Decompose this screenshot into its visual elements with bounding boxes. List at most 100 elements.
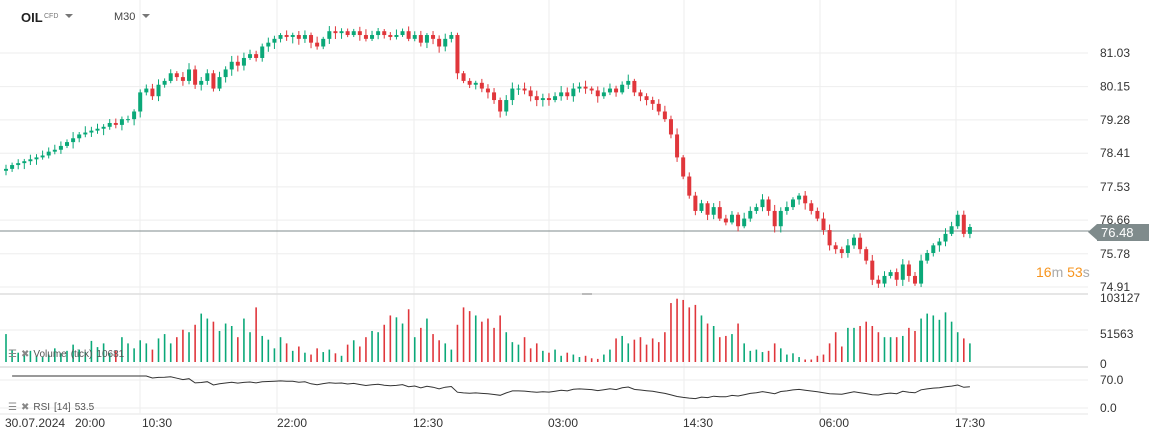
candle-body xyxy=(437,38,442,47)
rsi-value: 53.5 xyxy=(74,402,95,413)
candle-body xyxy=(754,207,759,211)
candle-body xyxy=(473,82,478,85)
candle-body xyxy=(443,38,448,47)
candle-body xyxy=(492,92,497,101)
candle-body xyxy=(967,226,972,234)
symbol-name[interactable]: OIL xyxy=(21,10,43,25)
candle-body xyxy=(479,82,484,89)
candle-body xyxy=(845,245,850,253)
volume-axis-label: 103127 xyxy=(1100,291,1140,305)
x-label: 03:00 xyxy=(548,416,579,430)
candle-body xyxy=(168,73,173,81)
candle-body xyxy=(809,203,814,211)
price-axis-label: 77.53 xyxy=(1100,180,1130,194)
price-axis-label: 76.66 xyxy=(1100,213,1130,227)
candle-body xyxy=(729,214,734,223)
price-axis-label: 80.15 xyxy=(1100,80,1130,94)
timer-minutes: 16 xyxy=(1036,264,1052,280)
candle-body xyxy=(406,31,411,39)
candle-body xyxy=(912,275,917,284)
candle-body xyxy=(150,88,155,97)
candle-body xyxy=(119,119,124,125)
candle-body xyxy=(302,35,307,39)
candle-body xyxy=(205,73,210,81)
timeframe-selector[interactable]: M30 xyxy=(114,11,136,23)
candle-body xyxy=(742,218,747,227)
panel-resize-handle[interactable] xyxy=(582,293,592,295)
candle-body xyxy=(565,92,570,97)
candle-body xyxy=(376,31,381,36)
candle-timer: 16m 53s xyxy=(1036,264,1090,280)
settings-icon[interactable]: ☰ xyxy=(8,349,17,360)
candle-body xyxy=(864,249,869,261)
close-icon[interactable]: ✖ xyxy=(20,402,30,413)
candle-body xyxy=(357,31,362,36)
candle-body xyxy=(485,88,490,93)
candle-body xyxy=(388,35,393,37)
settings-icon[interactable]: ☰ xyxy=(8,402,17,413)
candle-body xyxy=(711,207,716,215)
candle-body xyxy=(803,195,808,204)
symbol-dropdown-icon[interactable] xyxy=(65,14,73,18)
timer-min-unit: m xyxy=(1051,264,1064,280)
candle-body xyxy=(223,69,228,78)
candle-body xyxy=(583,86,588,89)
candle-body xyxy=(772,210,777,227)
timer-sec-unit: s xyxy=(1082,264,1090,280)
candle-body xyxy=(882,275,887,284)
candle-body xyxy=(10,165,15,169)
close-icon[interactable]: ✖ xyxy=(20,349,30,360)
candle-body xyxy=(699,203,704,211)
candle-body xyxy=(516,88,521,90)
volume-axis-label: 0 xyxy=(1100,357,1107,371)
candle-body xyxy=(138,92,143,112)
candle-body xyxy=(22,161,27,164)
volume-value: 10681 xyxy=(96,349,125,360)
candle-body xyxy=(174,73,179,78)
candle-body xyxy=(83,132,88,135)
candle-body xyxy=(931,245,936,253)
candle-body xyxy=(455,35,460,74)
candle-body xyxy=(522,88,527,91)
candle-body xyxy=(461,73,466,81)
candle-body xyxy=(870,260,875,280)
candle-body xyxy=(778,210,783,227)
symbol-type: CFD xyxy=(44,13,59,20)
candle-body xyxy=(89,130,94,133)
candle-body xyxy=(589,88,594,91)
candle-body xyxy=(498,100,503,112)
candle-body xyxy=(235,61,240,66)
candle-body xyxy=(400,31,405,36)
candle-body xyxy=(467,80,472,85)
candle-body xyxy=(790,199,795,208)
candle-body xyxy=(28,159,33,162)
candle-body xyxy=(607,88,612,93)
timeframe-dropdown-icon[interactable] xyxy=(142,14,150,18)
x-label: 17:30 xyxy=(955,416,986,430)
candle-body xyxy=(58,145,63,150)
volume-legend: ☰ ✖ Volume (tick) 10681 xyxy=(8,349,124,360)
price-axis-label: 78.41 xyxy=(1100,146,1130,160)
candle-body xyxy=(675,134,680,158)
candle-body xyxy=(46,151,51,156)
candle-body xyxy=(736,214,741,227)
candle-body xyxy=(681,157,686,177)
candle-body xyxy=(211,73,216,89)
rsi-legend: ☰ ✖ RSI [14] 53.5 xyxy=(8,402,94,413)
x-label: 14:30 xyxy=(683,416,714,430)
candle-body xyxy=(16,163,21,166)
candle-body xyxy=(668,119,673,135)
candle-body xyxy=(132,111,137,120)
candle-body xyxy=(894,272,899,280)
candle-body xyxy=(296,35,301,39)
candle-body xyxy=(705,203,710,215)
candle-body xyxy=(851,237,856,246)
candle-body xyxy=(382,31,387,36)
candle-body xyxy=(504,100,509,112)
candle-body xyxy=(260,46,265,58)
candle-body xyxy=(644,96,649,101)
candle-body xyxy=(309,35,314,43)
candle-body xyxy=(254,54,259,58)
candle-body xyxy=(144,88,149,93)
